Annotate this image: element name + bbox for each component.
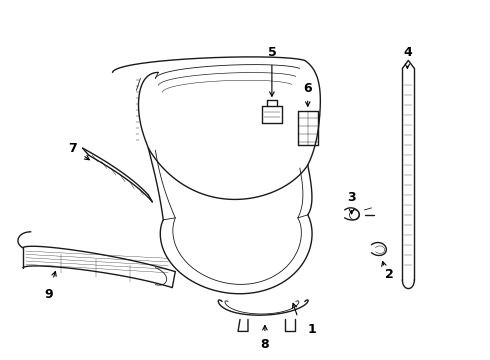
Text: 3: 3 — [347, 192, 356, 204]
Text: 5: 5 — [268, 46, 276, 59]
Text: 2: 2 — [385, 268, 394, 281]
Text: 8: 8 — [261, 338, 269, 351]
Text: 1: 1 — [307, 323, 316, 336]
Text: 6: 6 — [303, 82, 312, 95]
Text: 7: 7 — [68, 141, 77, 155]
Text: 9: 9 — [45, 288, 53, 301]
Text: 4: 4 — [403, 46, 412, 59]
